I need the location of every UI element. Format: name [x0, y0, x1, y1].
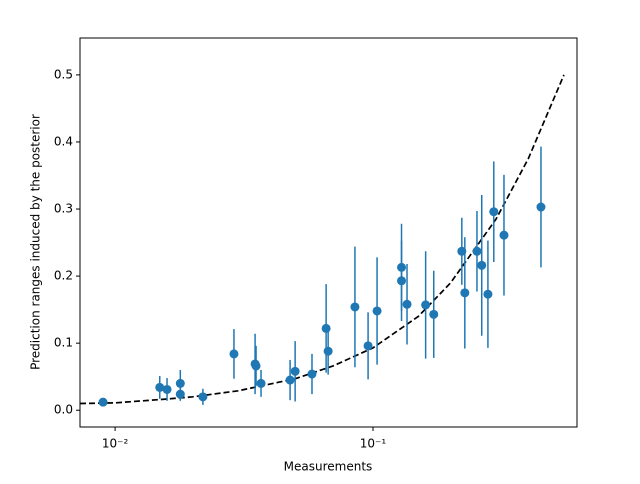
y-tick-label: 0.5 [54, 67, 73, 81]
point [363, 341, 373, 351]
fit-curve [79, 74, 565, 405]
y-tick-label: 0.2 [54, 269, 73, 283]
x-tick-label: 10⁻¹ [360, 437, 387, 451]
y-tick-label: 0.0 [54, 403, 73, 417]
point [483, 289, 493, 299]
point [429, 309, 439, 319]
y-tick-label: 0.4 [54, 134, 73, 148]
point [323, 346, 333, 356]
point [350, 302, 360, 312]
point [457, 246, 467, 256]
point [175, 378, 185, 388]
point [307, 369, 317, 379]
point [460, 288, 470, 298]
point [499, 230, 509, 240]
point [397, 276, 407, 286]
point [285, 375, 295, 385]
point [536, 202, 546, 212]
point [162, 384, 172, 394]
point [229, 349, 239, 359]
point [472, 246, 482, 256]
point [198, 392, 208, 402]
point [98, 397, 108, 407]
point [251, 361, 261, 371]
point [489, 207, 499, 217]
point [421, 300, 431, 310]
point [155, 382, 165, 392]
point [290, 366, 300, 376]
point [402, 299, 412, 309]
point [477, 260, 487, 270]
point [372, 306, 382, 316]
point [321, 323, 331, 333]
y-tick-label: 0.1 [54, 336, 73, 350]
x-tick-label: 10⁻² [102, 437, 129, 451]
x-axis-label: Measurements [284, 460, 373, 474]
y-tick-label: 0.3 [54, 202, 73, 216]
y-axis-label: Prediction ranges induced by the posteri… [29, 114, 43, 370]
point [175, 389, 185, 399]
axes-frame [79, 37, 578, 428]
point [256, 378, 266, 388]
